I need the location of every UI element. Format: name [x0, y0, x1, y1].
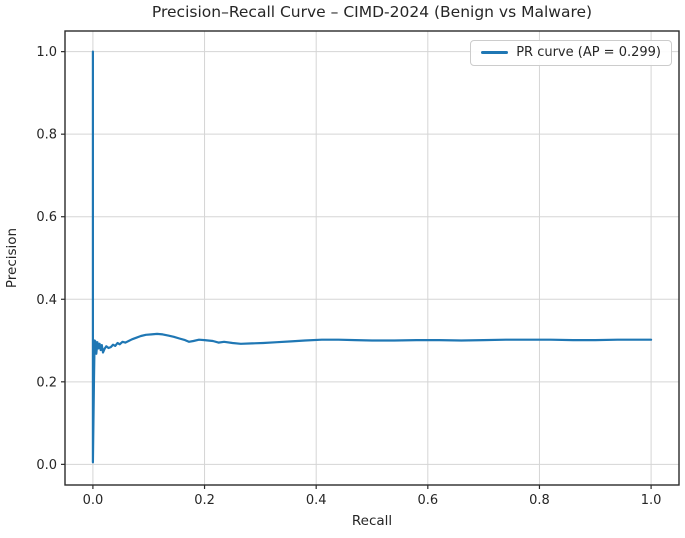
x-tick-label: 0.2	[194, 493, 215, 508]
x-tick-label: 0.8	[529, 493, 550, 508]
legend-label: PR curve (AP = 0.299)	[516, 45, 661, 60]
legend: PR curve (AP = 0.299)	[470, 40, 672, 66]
legend-line-sample	[481, 51, 509, 54]
pr-curve-line	[91, 50, 653, 464]
chart-title: Precision–Recall Curve – CIMD-2024 (Beni…	[151, 3, 593, 21]
y-tick-label: 0.6	[36, 210, 57, 225]
x-tick-label: 1.0	[641, 493, 662, 508]
x-axis-label: Recall	[351, 513, 393, 529]
y-tick-label: 0.4	[36, 293, 57, 308]
y-tick-label: 0.0	[36, 458, 57, 473]
x-tick-label: 0.6	[417, 493, 438, 508]
y-tick-label: 0.2	[36, 375, 57, 390]
x-tick-label: 0.4	[306, 493, 327, 508]
y-tick-label: 0.8	[36, 128, 57, 143]
plot-border	[64, 30, 680, 486]
y-tick-label: 1.0	[36, 45, 57, 60]
x-tick-label: 0.0	[83, 493, 104, 508]
y-axis-label: Precision	[4, 227, 20, 289]
